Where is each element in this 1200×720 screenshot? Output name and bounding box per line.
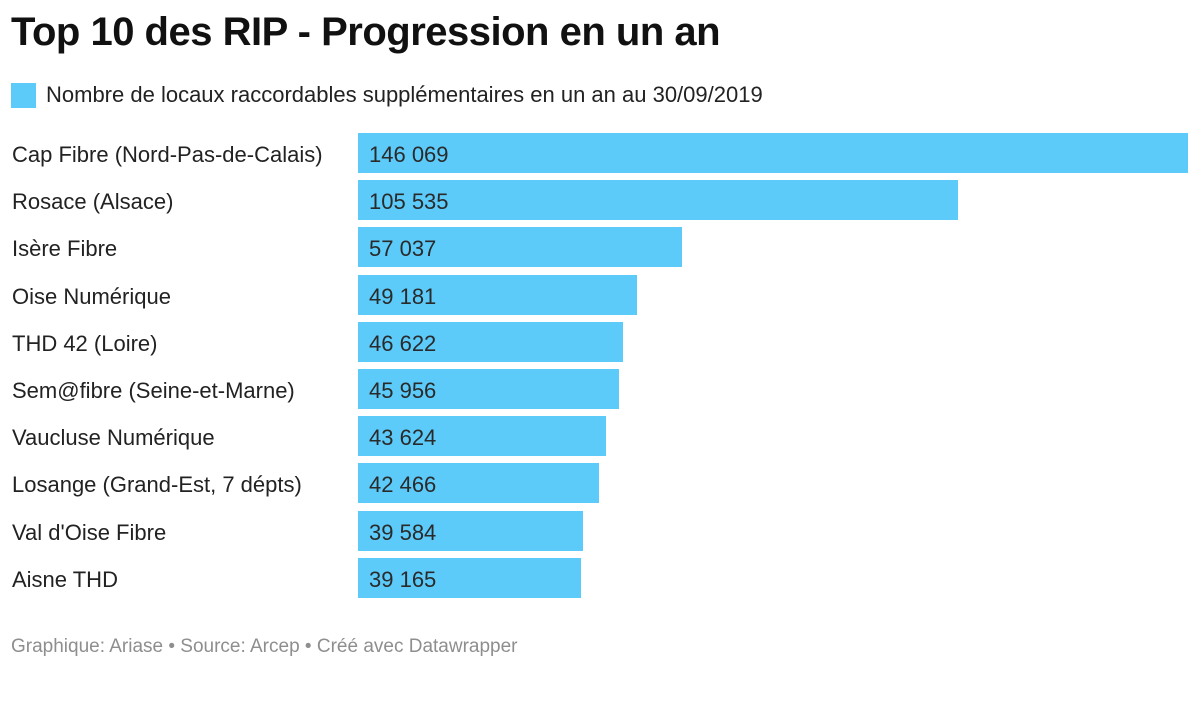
bar	[358, 227, 682, 268]
chart-legend: Nombre de locaux raccordables supplément…	[11, 80, 763, 110]
category-label: Oise Numérique	[12, 283, 171, 309]
legend-label: Nombre de locaux raccordables supplément…	[46, 82, 763, 107]
chart-title: Top 10 des RIP - Progression en un an	[11, 10, 721, 54]
bar	[358, 557, 581, 598]
category-label: Isère Fibre	[12, 236, 118, 262]
bar	[358, 180, 958, 221]
bar-chart: Cap Fibre (Nord-Pas-de-Calais) 146 069 Ros…	[0, 130, 1200, 610]
bar-value-label: 42 466	[369, 472, 437, 498]
bar-value-label: 39 584	[369, 519, 437, 545]
bar	[358, 274, 637, 315]
bar-value-label: 46 622	[369, 330, 437, 356]
category-label: Val d'Oise Fibre	[12, 519, 167, 545]
legend-swatch	[11, 82, 36, 108]
bar	[358, 321, 623, 362]
bar-row: Aisne THD 39 165	[0, 557, 1200, 598]
bar	[358, 510, 583, 551]
bar-row: Vaucluse Numérique 43 624	[0, 416, 1200, 457]
chart-footer: Graphique: Ariase • Source: Arcep • Créé…	[11, 636, 518, 657]
bar-value-label: 57 037	[369, 236, 437, 262]
bar-row: Sem@fibre (Seine-et-Marne) 45 956	[0, 369, 1200, 409]
bar	[358, 133, 1188, 173]
category-label: Aisne THD	[12, 566, 118, 592]
category-label: Cap Fibre (Nord-Pas-de-Calais)	[12, 142, 323, 167]
bar-row: THD 42 (Loire) 46 622	[0, 321, 1200, 362]
bar	[358, 416, 606, 457]
bar-row: Rosace (Alsace) 105 535	[0, 180, 1200, 221]
bar-row: Isère Fibre 57 037	[0, 227, 1200, 268]
bar	[358, 369, 619, 409]
bar	[358, 463, 599, 504]
category-label: Vaucluse Numérique	[12, 425, 215, 451]
bar-value-label: 43 624	[369, 425, 437, 451]
category-label: Rosace (Alsace)	[12, 189, 174, 215]
bar-value-label: 49 181	[369, 283, 437, 309]
bar-value-label: 146 069	[369, 142, 449, 167]
category-label: Sem@fibre (Seine-et-Marne)	[12, 378, 295, 403]
bar-value-label: 105 535	[369, 189, 449, 215]
bar-row: Cap Fibre (Nord-Pas-de-Calais) 146 069	[0, 133, 1200, 173]
category-label: Losange (Grand-Est, 7 dépts)	[12, 472, 302, 498]
bar-row: Val d'Oise Fibre 39 584	[0, 510, 1200, 551]
bar-value-label: 39 165	[369, 566, 437, 592]
bar-row: Losange (Grand-Est, 7 dépts) 42 466	[0, 463, 1200, 504]
category-label: THD 42 (Loire)	[12, 330, 158, 356]
bar-row: Oise Numérique 49 181	[0, 274, 1200, 315]
bar-value-label: 45 956	[369, 378, 437, 403]
